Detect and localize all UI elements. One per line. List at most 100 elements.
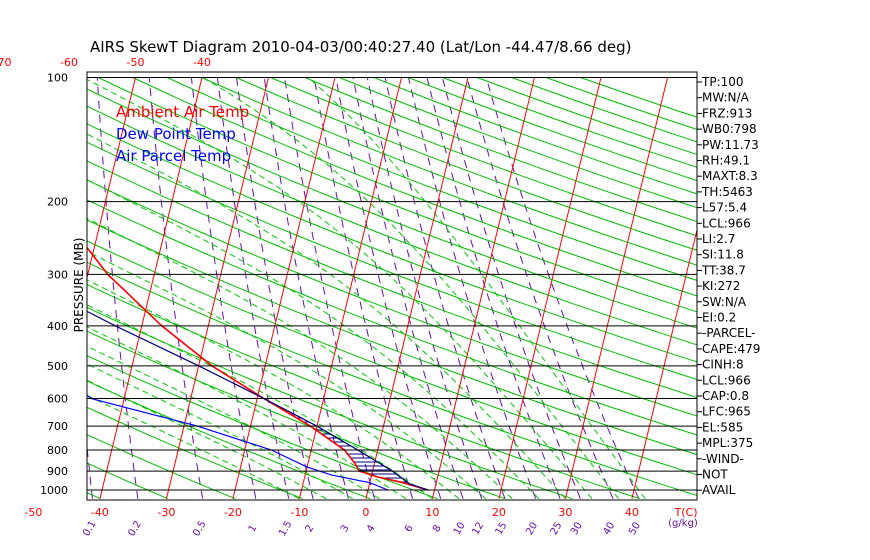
pressure-tick-label: 1000: [40, 484, 68, 497]
index-value: EL:585: [702, 420, 743, 434]
top-temp-tick-label: -70: [0, 56, 11, 69]
index-value: CAP:0.8: [702, 389, 749, 403]
index-value: FRZ:913: [702, 106, 752, 120]
mixing-ratio-line: [485, 77, 640, 499]
pressure-tick-label: 300: [47, 268, 68, 281]
legend-ambient-air-temp: Ambient Air Temp: [116, 103, 249, 121]
mixing-ratio-tick-label: 2: [304, 523, 317, 534]
dry-adiabat-line: [201, 77, 697, 266]
y-axis-label: PRESSURE (MB): [72, 238, 86, 333]
mixing-ratio-tick-label: 10: [452, 520, 468, 537]
legend: Ambient Air Temp Dew Point Temp Air Parc…: [116, 103, 249, 165]
moist-adiabat-line: [308, 77, 646, 499]
dry-adiabat-line: [87, 219, 697, 456]
mixing-ratio-line: [466, 77, 614, 499]
dew-point-temp-line: [87, 394, 389, 491]
pressure-tick-label: 200: [47, 196, 68, 209]
dry-adiabat-line: [87, 284, 641, 500]
mixing-ratio-tick-label: 0.5: [191, 519, 208, 538]
moist-adiabat-line: [87, 217, 513, 500]
legend-dew-point-temp: Dew Point Temp: [116, 125, 236, 143]
mixing-ratio-tick-label: 8: [431, 523, 444, 534]
bottom-temp-tick-label: -50: [24, 506, 42, 519]
pressure-tick-label: 800: [47, 444, 68, 457]
isotherm-line: [631, 228, 697, 499]
index-value: NOT: [702, 468, 728, 482]
bottom-temp-unit: T(C): [674, 506, 698, 519]
dry-adiabat-line: [0, 78, 33, 499]
isotherm-line: [498, 77, 602, 499]
index-value: CINH:8: [702, 358, 744, 372]
pressure-tick-label: 500: [47, 360, 68, 373]
index-value: AVAIL: [702, 483, 736, 497]
mixing-ratio-tick-label: 50: [627, 520, 643, 537]
dry-adiabat-line: [87, 160, 697, 399]
isobar-lines: [87, 77, 697, 491]
index-value: CAPE:479: [702, 342, 760, 356]
mixing-ratio-tick-label: 30: [569, 520, 585, 537]
mixing-ratio-tick-label: 1.5: [277, 519, 294, 538]
mixing-ratio-tick-label: 12: [470, 520, 486, 537]
dry-adiabat-line: [87, 240, 697, 476]
dry-adiabat-line: [87, 123, 697, 363]
moist-adiabat-line: [87, 250, 486, 500]
dry-adiabat-line: [270, 77, 697, 237]
moist-adiabat-line: [87, 78, 593, 500]
air-parcel-temp-line: [87, 310, 429, 491]
mixing-ratio-unit: (g/kg): [668, 518, 698, 529]
mixing-ratio-line: [352, 77, 464, 499]
mixing-ratio-line: [216, 77, 290, 499]
dry-adiabat-line: [87, 179, 697, 417]
index-value: SI:11.8: [702, 248, 744, 262]
mixing-ratio-line: [87, 442, 93, 499]
isotherm-line: [0, 78, 3, 499]
isotherm-line: [365, 77, 469, 499]
dry-adiabat-line: [304, 77, 697, 223]
bottom-temp-tick-label: -30: [157, 506, 175, 519]
mixing-ratio-tick-label: 25: [549, 520, 565, 537]
index-value: L57:5.4: [702, 201, 747, 215]
mixing-ratio-line: [96, 77, 139, 499]
index-value: -PARCEL-: [702, 326, 756, 340]
dry-adiabat-line: [97, 77, 697, 313]
dry-adiabat-line: [87, 306, 573, 500]
index-value: LCL:966: [702, 373, 751, 387]
index-value: MPL:375: [702, 436, 753, 450]
moist-adiabat-line: [87, 363, 353, 500]
dry-adiabat-line: [166, 77, 697, 281]
dry-adiabat-line: [87, 406, 303, 500]
top-temp-tick-label: -50: [127, 56, 145, 69]
pressure-tick-label: 100: [47, 72, 68, 85]
mixing-ratio-tick-label: 0.1: [81, 519, 98, 538]
bottom-temp-tick-label: 0: [362, 506, 369, 519]
mixing-ratio-line: [263, 77, 349, 499]
pressure-tick-label: 400: [47, 320, 68, 333]
dry-adiabat-line: [511, 77, 697, 143]
mixing-ratio-tick-label: 15: [494, 520, 510, 537]
isotherm-line: [99, 77, 203, 499]
bottom-temp-tick-label: 30: [558, 506, 572, 519]
bottom-temp-tick-label: 10: [425, 506, 439, 519]
isotherm-line: [431, 77, 535, 499]
mixing-ratio-line: [366, 77, 483, 499]
mixing-ratio-tick-label: 6: [403, 523, 416, 534]
moist-adiabat-line: [87, 345, 380, 500]
moist-adiabat-line: [87, 379, 327, 500]
isotherm-line: [232, 77, 336, 499]
mixing-ratio-line: [426, 77, 561, 499]
bottom-temp-tick-label: -10: [290, 506, 308, 519]
isotherm-line: [87, 77, 136, 280]
index-value: LFC:965: [702, 405, 751, 419]
isotherm-line: [165, 77, 269, 499]
index-value: LCL:966: [702, 216, 751, 230]
index-value: SW:N/A: [702, 295, 747, 309]
dry-adiabat-line: [87, 380, 371, 500]
moist-adiabat-line: [87, 326, 407, 500]
index-value: LI:2.7: [702, 232, 735, 246]
pressure-tick-label: 700: [47, 420, 68, 433]
top-temp-tick-label: -60: [60, 56, 78, 69]
dry-adiabat-line: [87, 261, 697, 496]
mixing-ratio-line: [335, 77, 442, 499]
